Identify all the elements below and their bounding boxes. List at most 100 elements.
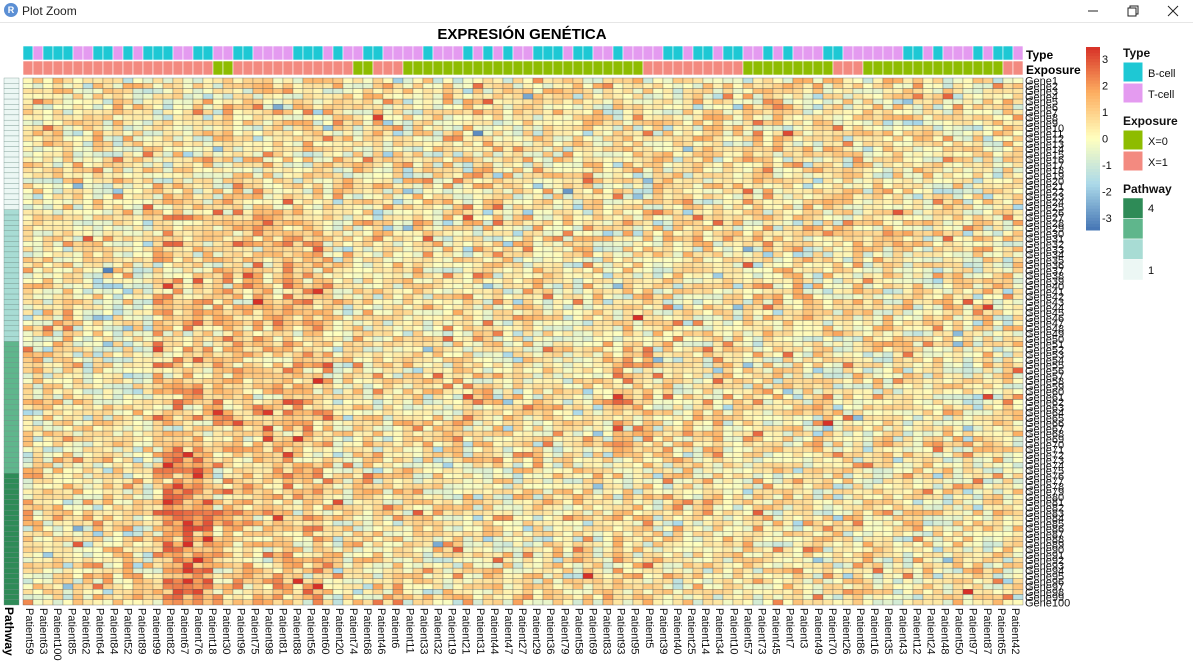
- heatmap-cell: [332, 314, 344, 321]
- heatmap-cell: [742, 241, 754, 247]
- heatmap-cell: [592, 177, 604, 184]
- heatmap-cell: [142, 309, 154, 316]
- heatmap-cell: [222, 257, 234, 263]
- heatmap-cell: [412, 214, 424, 221]
- heatmap-cell: [512, 209, 524, 216]
- heatmap-cell: [72, 272, 84, 279]
- heatmap-cell: [662, 77, 674, 84]
- heatmap-cell: [452, 162, 464, 168]
- heatmap-cell: [1012, 314, 1024, 321]
- heatmap-cell: [912, 272, 924, 279]
- heatmap-cell: [522, 257, 534, 263]
- exposure-annotation-cell: [772, 60, 784, 76]
- heatmap-cell: [932, 146, 944, 152]
- heatmap-cell: [152, 188, 164, 195]
- heatmap-cell: [722, 146, 734, 152]
- heatmap-cell: [212, 220, 224, 226]
- heatmap-cell: [82, 183, 94, 189]
- heatmap-cell: [892, 88, 904, 94]
- pathway-annotation-cell: [3, 567, 20, 574]
- heatmap-cell: [722, 299, 734, 305]
- heatmap-cell: [852, 214, 864, 221]
- heatmap-cell: [572, 83, 584, 89]
- maximize-button[interactable]: [1113, 0, 1153, 22]
- heatmap-cell: [672, 214, 684, 221]
- heatmap-cell: [492, 130, 504, 137]
- heatmap-cell: [542, 93, 554, 100]
- heatmap-cell: [212, 172, 224, 179]
- heatmap-cell: [852, 151, 864, 158]
- heatmap-cell: [632, 262, 644, 268]
- heatmap-cell: [702, 167, 714, 174]
- heatmap-cell: [382, 119, 394, 126]
- heatmap-cell: [972, 114, 984, 121]
- heatmap-cell: [62, 246, 74, 253]
- heatmap-cell: [722, 188, 734, 195]
- heatmap-cell: [992, 98, 1004, 105]
- heatmap-cell: [62, 314, 74, 321]
- heatmap-cell: [382, 251, 394, 258]
- heatmap-cell: [352, 288, 364, 295]
- pathway-annotation-cell: [3, 451, 20, 458]
- heatmap-cell: [982, 177, 994, 184]
- heatmap-cell: [862, 162, 874, 168]
- heatmap-cell: [872, 262, 884, 268]
- heatmap-cell: [542, 125, 554, 131]
- heatmap-cell: [52, 88, 64, 94]
- heatmap-cell: [762, 114, 774, 121]
- heatmap-cell: [612, 199, 624, 205]
- heatmap-cell: [412, 188, 424, 195]
- heatmap-cell: [942, 93, 954, 100]
- heatmap-cell: [82, 262, 94, 268]
- heatmap-cell: [982, 77, 994, 84]
- heatmap-cell: [172, 98, 184, 105]
- pathway-annotation-cell: [3, 109, 20, 116]
- heatmap-cell: [572, 77, 584, 84]
- pathway-annotation-cell: [3, 552, 20, 558]
- heatmap-cell: [922, 293, 934, 300]
- heatmap-cell: [992, 230, 1004, 237]
- heatmap-cell: [462, 188, 474, 195]
- exposure-annotation-cell: [92, 60, 104, 76]
- heatmap-cell: [932, 299, 944, 305]
- heatmap-cell: [112, 278, 124, 284]
- heatmap-cell: [302, 162, 314, 168]
- heatmap-cell: [362, 309, 374, 316]
- heatmap-cell: [982, 246, 994, 253]
- heatmap-cell: [582, 235, 594, 242]
- heatmap-cell: [722, 172, 734, 179]
- close-button[interactable]: [1153, 0, 1193, 22]
- heatmap-cell: [552, 299, 564, 305]
- heatmap-cell: [872, 98, 884, 105]
- heatmap-cell: [292, 278, 304, 284]
- heatmap-cell: [992, 199, 1004, 205]
- exposure-annotation-cell: [102, 60, 114, 76]
- heatmap-cell: [552, 119, 564, 126]
- heatmap-cell: [642, 104, 654, 110]
- heatmap-cell: [432, 93, 444, 100]
- heatmap-cell: [412, 119, 424, 126]
- heatmap-cell: [532, 235, 544, 242]
- minimize-button[interactable]: [1073, 0, 1113, 22]
- heatmap-cell: [192, 209, 204, 216]
- heatmap-cell: [822, 125, 834, 131]
- heatmap-cell: [192, 125, 204, 131]
- heatmap-cell: [652, 225, 664, 232]
- heatmap-cell: [542, 251, 554, 258]
- type-annotation-cell: [372, 45, 384, 61]
- heatmap-cell: [512, 114, 524, 121]
- heatmap-cell: [692, 109, 704, 116]
- heatmap-cell: [862, 119, 874, 126]
- heatmap-cell: [262, 267, 274, 274]
- heatmap-cell: [22, 98, 34, 105]
- heatmap-cell: [772, 314, 784, 321]
- heatmap-cell: [112, 77, 124, 84]
- heatmap-cell: [192, 119, 204, 126]
- heatmap-cell: [572, 235, 584, 242]
- heatmap-cell: [72, 151, 84, 158]
- heatmap-cell: [752, 320, 764, 326]
- heatmap-cell: [592, 314, 604, 321]
- heatmap-cell: [962, 235, 974, 242]
- heatmap-cell: [692, 293, 704, 300]
- exposure-annotation-cell: [662, 60, 674, 76]
